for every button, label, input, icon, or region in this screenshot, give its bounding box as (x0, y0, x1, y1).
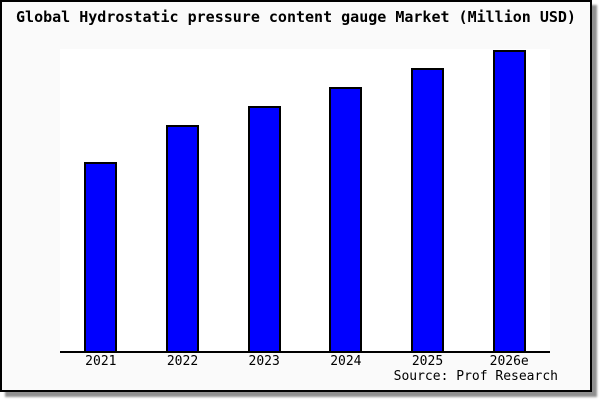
tick-label-2023: 2023 (248, 354, 280, 369)
chart-frame: Global Hydrostatic pressure content gaug… (0, 0, 592, 392)
chart-title: Global Hydrostatic pressure content gaug… (16, 8, 576, 26)
tick-label-2021: 2021 (85, 354, 117, 369)
bar-2024 (329, 87, 363, 351)
bar-2023 (247, 106, 281, 351)
source-credit: Source: Prof Research (393, 369, 558, 384)
bar-2026e (492, 49, 526, 351)
tick-label-2024: 2024 (330, 354, 362, 369)
bar-2022 (166, 125, 199, 351)
tick-label-2026e: 2026e (489, 354, 529, 369)
x-axis-tick-labels: 2021 2022 2023 2024 2025 2026e (60, 354, 550, 369)
tick-label-2022: 2022 (166, 354, 199, 369)
bar-2025 (411, 68, 444, 351)
plot-area (60, 49, 550, 353)
bar-2021 (84, 161, 118, 351)
tick-label-2025: 2025 (411, 354, 444, 369)
